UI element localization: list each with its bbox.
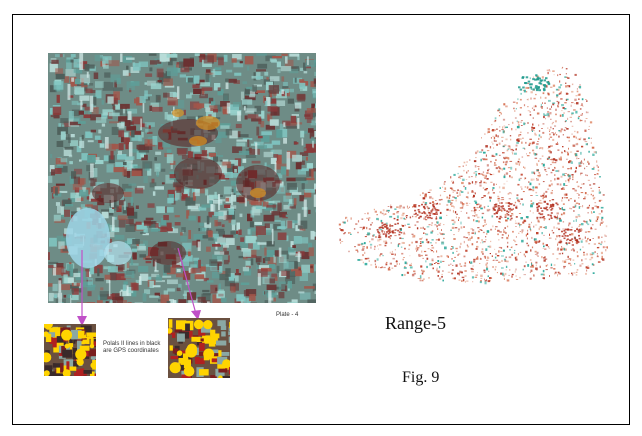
satellite-image — [48, 53, 316, 303]
zoom-patch-right — [168, 318, 230, 378]
down-arrow-icon — [77, 250, 87, 326]
down-arrow-icon — [177, 248, 201, 320]
range-label: Range-5 — [385, 313, 446, 333]
zoom-patch-left — [44, 324, 96, 376]
range-map — [328, 60, 616, 292]
zoom-caption: Polals II lines in black are GPS coordin… — [103, 341, 161, 354]
figure-caption: Fig. 9 — [402, 369, 440, 386]
plate-label: Plate - 4 — [276, 312, 299, 318]
